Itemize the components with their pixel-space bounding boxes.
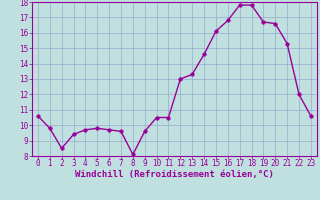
X-axis label: Windchill (Refroidissement éolien,°C): Windchill (Refroidissement éolien,°C) [75, 170, 274, 179]
